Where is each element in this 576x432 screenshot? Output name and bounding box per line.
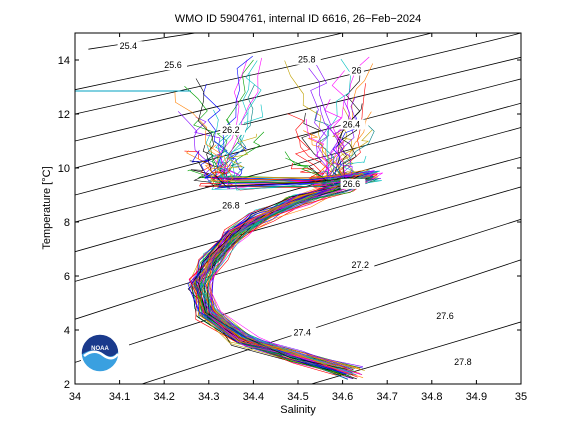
contour-label-bg <box>291 327 317 338</box>
contour-label-bg <box>162 60 187 71</box>
contour-label: 25.6 <box>164 60 182 70</box>
contour-label-bg <box>340 119 366 130</box>
chart-title: WMO ID 5904761, internal ID 6616, 26−Feb… <box>175 13 421 25</box>
contour-label-bg <box>220 200 245 211</box>
x-tick-label: 34.2 <box>153 391 174 403</box>
contour-label-bg <box>340 178 366 189</box>
noaa-logo-text: NOAA <box>91 346 109 352</box>
noaa-logo: NOAA <box>80 325 129 375</box>
x-tick-label: 34.7 <box>376 391 397 403</box>
density-contour-27-8 <box>311 321 521 384</box>
density-contour-25-8 <box>75 33 432 115</box>
contour-label-bg <box>117 41 143 52</box>
y-tick-label: 8 <box>64 217 70 229</box>
contour-label-bg <box>434 311 460 322</box>
profile-line <box>192 133 371 370</box>
density-contour-25-4 <box>88 33 196 50</box>
x-tick-label: 34 <box>69 391 81 403</box>
profile-line <box>202 105 375 370</box>
profile-line <box>201 125 375 380</box>
profile-line <box>191 112 362 376</box>
contour-label: 26 <box>352 66 362 76</box>
profile-line <box>188 129 373 374</box>
contour-label: 27.8 <box>454 357 472 367</box>
density-contour-26-4 <box>75 78 521 196</box>
density-contour-26 <box>75 33 521 142</box>
x-tick-label: 34.4 <box>243 391 264 403</box>
noaa-logo-ring <box>80 333 120 373</box>
contour-label-bg <box>220 124 245 135</box>
profile-line <box>189 96 373 380</box>
profile-line <box>198 144 364 375</box>
profile-line <box>195 78 359 370</box>
contour-label: 26.8 <box>222 201 240 211</box>
density-contour-27-2 <box>75 186 521 320</box>
contour-label: 26.4 <box>343 120 361 130</box>
x-axis-title: Salinity <box>280 404 316 416</box>
x-tick-label: 34.9 <box>466 391 487 403</box>
contour-label: 27.4 <box>294 327 312 337</box>
x-tick-label: 34.5 <box>287 391 308 403</box>
contour-label: 27.6 <box>436 311 454 321</box>
profile-line <box>191 67 374 375</box>
x-tick-label: 34.3 <box>198 391 219 403</box>
x-tick-label: 34.8 <box>421 391 442 403</box>
y-tick-label: 6 <box>64 271 70 283</box>
contour-label: 25.4 <box>120 41 138 51</box>
x-tick-label: 35 <box>515 391 527 403</box>
contour-label-bg <box>349 65 364 76</box>
y-tick-label: 2 <box>64 379 70 391</box>
x-axis: 34 34.1 34.2 34.3 34.4 34.5 34.6 34.7 34.8 34.9 35 <box>69 33 527 403</box>
contour-label-bg <box>452 357 477 368</box>
noaa-logo-bottom <box>81 350 120 373</box>
profile-line <box>189 163 358 374</box>
contour-label: 26.6 <box>343 179 361 189</box>
contour-label-bg <box>296 54 321 65</box>
y-tick-label: 4 <box>64 325 70 337</box>
y-tick-label: 12 <box>58 109 70 121</box>
contour-labels: 25.4 25.6 25.8 26 26.2 26.4 26.6 26.8 27.2 27.4 27… <box>117 41 477 368</box>
contour-label: 27.2 <box>352 260 370 270</box>
profile-line <box>209 130 367 370</box>
contour-label: 26.2 <box>222 125 240 135</box>
profile-line <box>208 155 380 376</box>
x-tick-label: 34.1 <box>109 391 130 403</box>
y-axis-title: Temperature [°C] <box>41 166 53 249</box>
contour-label-bg <box>349 259 375 270</box>
profile-line <box>197 118 368 376</box>
profile-line <box>187 150 369 373</box>
x-tick-label: 34.6 <box>332 391 353 403</box>
y-axis: 2 4 6 8 10 12 14 <box>58 55 521 391</box>
y-tick-label: 14 <box>58 55 70 67</box>
profile-lines <box>75 55 384 380</box>
contour-label: 25.8 <box>298 55 316 65</box>
y-tick-label: 10 <box>58 163 70 175</box>
